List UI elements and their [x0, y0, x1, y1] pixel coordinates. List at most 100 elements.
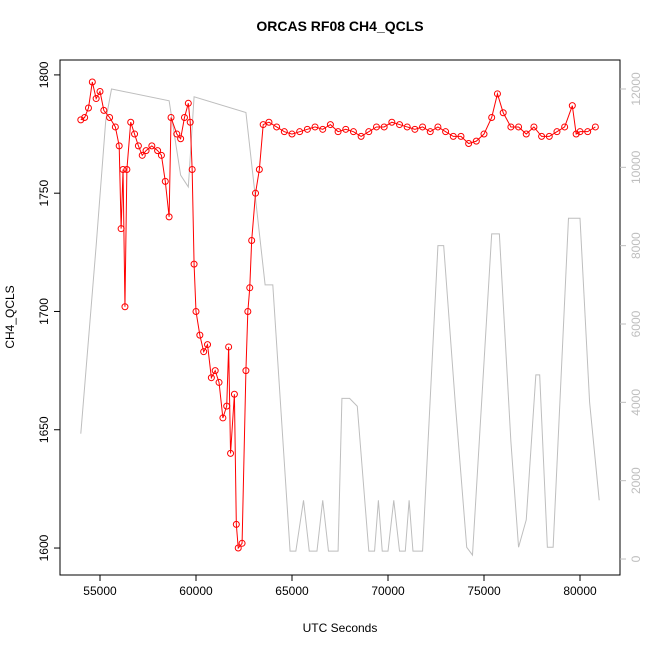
- y2-tick-label: 8000: [629, 232, 643, 259]
- data-point: [184, 99, 192, 107]
- data-point: [576, 128, 584, 136]
- data-point: [211, 367, 219, 375]
- data-point: [259, 121, 267, 129]
- y-tick-label: 1650: [37, 416, 51, 443]
- data-point: [319, 125, 327, 133]
- data-point: [111, 123, 119, 131]
- data-point: [296, 128, 304, 136]
- data-point: [138, 151, 146, 159]
- data-point: [357, 132, 365, 140]
- data-point: [244, 307, 252, 315]
- data-point: [530, 123, 538, 131]
- data-point: [142, 147, 150, 155]
- data-point: [77, 116, 85, 124]
- data-point: [180, 113, 188, 121]
- data-point: [545, 132, 553, 140]
- data-point: [591, 123, 599, 131]
- data-point: [219, 414, 227, 422]
- y2-tick-label: 2000: [629, 467, 643, 494]
- data-point: [311, 123, 319, 131]
- data-point: [365, 128, 373, 136]
- data-point: [472, 137, 480, 145]
- data-point: [538, 132, 546, 140]
- data-point: [248, 236, 256, 244]
- data-point: [106, 113, 114, 121]
- data-point: [81, 113, 89, 121]
- data-point: [134, 142, 142, 150]
- data-point: [204, 341, 212, 349]
- series-line: [80, 81, 596, 550]
- data-point: [419, 123, 427, 131]
- data-point: [522, 130, 530, 138]
- x-tick-label: 65000: [275, 584, 309, 598]
- data-point: [227, 449, 235, 457]
- y-axis-label: CH4_QCLS: [3, 285, 17, 348]
- data-point: [186, 118, 194, 126]
- data-point: [442, 128, 450, 136]
- data-point: [157, 151, 165, 159]
- data-point: [192, 307, 200, 315]
- data-point: [223, 402, 231, 410]
- x-tick-label: 75000: [467, 584, 501, 598]
- data-point: [215, 378, 223, 386]
- data-point: [255, 166, 263, 174]
- data-point: [326, 121, 334, 129]
- x-tick-label: 70000: [371, 584, 405, 598]
- data-point: [434, 123, 442, 131]
- data-point: [196, 331, 204, 339]
- data-point: [380, 123, 388, 131]
- data-point: [334, 128, 342, 136]
- data-point: [493, 90, 501, 98]
- data-point: [273, 123, 281, 131]
- data-point: [92, 95, 100, 103]
- data-point: [173, 130, 181, 138]
- x-tick-label: 80000: [563, 584, 597, 598]
- data-point: [115, 142, 123, 150]
- data-point: [426, 128, 434, 136]
- data-point: [457, 132, 465, 140]
- data-point: [561, 123, 569, 131]
- data-point: [280, 128, 288, 136]
- y-tick-label: 1800: [37, 61, 51, 88]
- series-line: [80, 88, 600, 557]
- data-point: [499, 109, 507, 117]
- data-point: [242, 367, 250, 375]
- data-point: [553, 128, 561, 136]
- data-point: [252, 189, 260, 197]
- data-point: [119, 166, 127, 174]
- data-point: [234, 544, 242, 552]
- data-point: [167, 113, 175, 121]
- data-point: [230, 390, 238, 398]
- chart-title: ORCAS RF08 CH4_QCLS: [256, 18, 423, 34]
- x-tick-label: 60000: [179, 584, 213, 598]
- data-point: [572, 130, 580, 138]
- data-point: [349, 128, 357, 136]
- data-point: [465, 140, 473, 148]
- data-point: [154, 147, 162, 155]
- data-point: [121, 303, 129, 311]
- data-point: [403, 123, 411, 131]
- data-point: [188, 166, 196, 174]
- data-point: [303, 125, 311, 133]
- data-point: [190, 260, 198, 268]
- y2-tick-label: 12000: [629, 72, 643, 106]
- data-point: [225, 343, 233, 351]
- data-point: [246, 284, 254, 292]
- y-tick-label: 1700: [37, 298, 51, 325]
- data-point: [507, 123, 515, 131]
- data-point: [96, 87, 104, 95]
- y-tick-label: 1600: [37, 534, 51, 561]
- data-point: [372, 123, 380, 131]
- data-point: [288, 130, 296, 138]
- data-point: [127, 118, 135, 126]
- data-point: [165, 213, 173, 221]
- x-tick-label: 55000: [83, 584, 117, 598]
- data-point: [265, 118, 273, 126]
- data-point: [232, 520, 240, 528]
- data-point: [584, 128, 592, 136]
- data-point: [396, 121, 404, 129]
- data-point: [200, 348, 208, 356]
- data-point: [515, 123, 523, 131]
- data-point: [207, 374, 215, 382]
